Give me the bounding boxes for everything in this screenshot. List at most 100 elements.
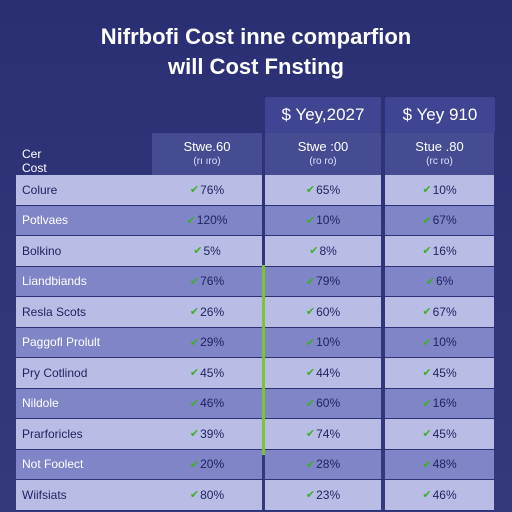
row-label: Potlvaes <box>16 205 152 235</box>
value-cell: ✔ 76% <box>152 175 262 205</box>
value-cell: ✔ 76% <box>152 266 262 296</box>
table-row[interactable]: Bolkino ✔ 5% ✔ 8% ✔ 16% <box>16 236 494 267</box>
value-text: 10% <box>316 213 341 228</box>
value-text: 20% <box>200 457 225 472</box>
value-cell: ✔ 26% <box>152 297 262 327</box>
subheader-col2-sub: (ro ro) <box>309 156 337 167</box>
subheader-col1-sub: (rı ıro) <box>193 156 221 167</box>
table-row[interactable]: Not Foolect ✔ 20% ✔ 28% ✔ 48% <box>16 449 494 480</box>
checkmark-icon: ✔ <box>305 428 316 441</box>
checkmark-icon: ✔ <box>422 397 432 410</box>
value-text: 8% <box>319 243 337 258</box>
row-label: Bolkino <box>16 236 152 266</box>
value-text: 48% <box>432 457 457 472</box>
value-cell: ✔ 45% <box>385 358 494 388</box>
subheader-row-label: Cer Cost <box>22 147 47 175</box>
value-text: 46% <box>200 396 225 411</box>
value-text: 28% <box>316 457 341 472</box>
checkmark-icon: ✔ <box>425 275 435 288</box>
value-text: 79% <box>316 274 341 289</box>
value-cell: ✔ 46% <box>152 388 262 418</box>
checkmark-icon: ✔ <box>422 214 432 227</box>
value-cell: ✔ 45% <box>152 358 262 388</box>
table-row[interactable]: Pry Cotlinod ✔ 45% ✔ 44% ✔ 45% <box>16 358 494 389</box>
checkmark-icon: ✔ <box>305 214 316 227</box>
subheader-col1: Stwe.60 (rı ıro) <box>152 133 262 175</box>
table-row[interactable]: Paggofl Prolult ✔ 29% ✔ 10% ✔ 10% <box>16 327 494 358</box>
value-text: 67% <box>432 304 457 319</box>
checkmark-icon: ✔ <box>189 428 200 441</box>
table-row[interactable]: Colure ✔ 76% ✔ 65% ✔ 10% <box>16 175 494 206</box>
checkmark-icon: ✔ <box>305 336 316 349</box>
table-row[interactable]: Liandbiands ✔ 76% ✔ 79% ✔ 6% <box>16 266 494 297</box>
value-cell: ✔ 39% <box>152 419 262 449</box>
checkmark-icon: ✔ <box>305 367 316 380</box>
value-text: 26% <box>200 304 225 319</box>
value-cell: ✔ 44% <box>265 358 381 388</box>
subheader-col2: Stwe :00 (ro ro) <box>265 133 381 175</box>
checkmark-icon: ✔ <box>305 184 316 197</box>
table-row[interactable]: Resla Scots ✔ 26% ✔ 60% ✔ 67% <box>16 297 494 328</box>
value-text: 45% <box>200 365 225 380</box>
row-label: Pry Cotlinod <box>16 358 152 388</box>
value-cell: ✔ 16% <box>385 388 494 418</box>
table-row[interactable]: Prarforicles ✔ 39% ✔ 74% ✔ 45% <box>16 419 494 450</box>
value-text: 10% <box>432 182 457 197</box>
value-text: 45% <box>432 426 457 441</box>
checkmark-icon: ✔ <box>189 397 200 410</box>
value-cell: ✔ 10% <box>265 205 381 235</box>
value-cell: ✔ 67% <box>385 205 494 235</box>
table-row[interactable]: Wiifsiats ✔ 80% ✔ 23% ✔ 46% <box>16 480 494 511</box>
subheader-col3: Stue .80 (rc ro) <box>385 133 494 175</box>
value-cell: ✔ 10% <box>265 327 381 357</box>
row-label: Not Foolect <box>16 449 152 479</box>
page-subtitle: will Cost Fnsting <box>168 54 344 79</box>
column-header-2027[interactable]: $ Yey,2027 <box>265 97 381 133</box>
value-text: 44% <box>316 365 341 380</box>
checkmark-icon: ✔ <box>189 336 200 349</box>
value-cell: ✔ 79% <box>265 266 381 296</box>
checkmark-icon: ✔ <box>422 489 432 502</box>
subheader-col2-value: Stwe :00 <box>297 139 349 154</box>
value-cell: ✔ 10% <box>385 175 494 205</box>
checkmark-icon: ✔ <box>186 214 196 227</box>
value-cell: ✔ 60% <box>265 388 381 418</box>
value-cell: ✔ 20% <box>152 449 262 479</box>
checkmark-icon: ✔ <box>189 275 200 288</box>
checkmark-icon: ✔ <box>422 367 432 380</box>
checkmark-icon: ✔ <box>422 336 432 349</box>
value-cell: ✔ 10% <box>385 327 494 357</box>
value-text: 45% <box>432 365 457 380</box>
column-header-910[interactable]: $ Yey 910 <box>385 97 495 133</box>
value-text: 29% <box>200 335 225 350</box>
value-cell: ✔ 23% <box>265 480 381 510</box>
value-text: 67% <box>432 213 457 228</box>
checkmark-icon: ✔ <box>422 245 432 258</box>
value-text: 120% <box>196 213 228 228</box>
table-row[interactable]: Potlvaes ✔ 120% ✔ 10% ✔ 67% <box>16 205 494 236</box>
page-title: Nifrbofi Cost inne comparfion <box>100 24 412 49</box>
value-text: 60% <box>316 396 341 411</box>
checkmark-icon: ✔ <box>422 306 432 319</box>
row-label: Resla Scots <box>16 297 152 327</box>
value-text: 46% <box>432 487 457 502</box>
row-label: Prarforicles <box>16 419 152 449</box>
value-text: 16% <box>432 396 457 411</box>
value-cell: ✔ 80% <box>152 480 262 510</box>
value-cell: ✔ 28% <box>265 449 381 479</box>
checkmark-icon: ✔ <box>305 306 316 319</box>
value-cell: ✔ 48% <box>385 449 494 479</box>
value-text: 76% <box>200 182 225 197</box>
value-text: 39% <box>200 426 225 441</box>
checkmark-icon: ✔ <box>422 458 432 471</box>
value-text: 74% <box>316 426 341 441</box>
row-label: Nildole <box>16 388 152 418</box>
value-text: 65% <box>316 182 341 197</box>
value-cell: ✔ 5% <box>152 236 262 266</box>
checkmark-icon: ✔ <box>305 458 316 471</box>
value-cell: ✔ 16% <box>385 236 494 266</box>
table-row[interactable]: Nildole ✔ 46% ✔ 60% ✔ 16% <box>16 388 494 419</box>
value-text: 23% <box>316 487 341 502</box>
value-text: 60% <box>316 304 341 319</box>
checkmark-icon: ✔ <box>422 184 432 197</box>
